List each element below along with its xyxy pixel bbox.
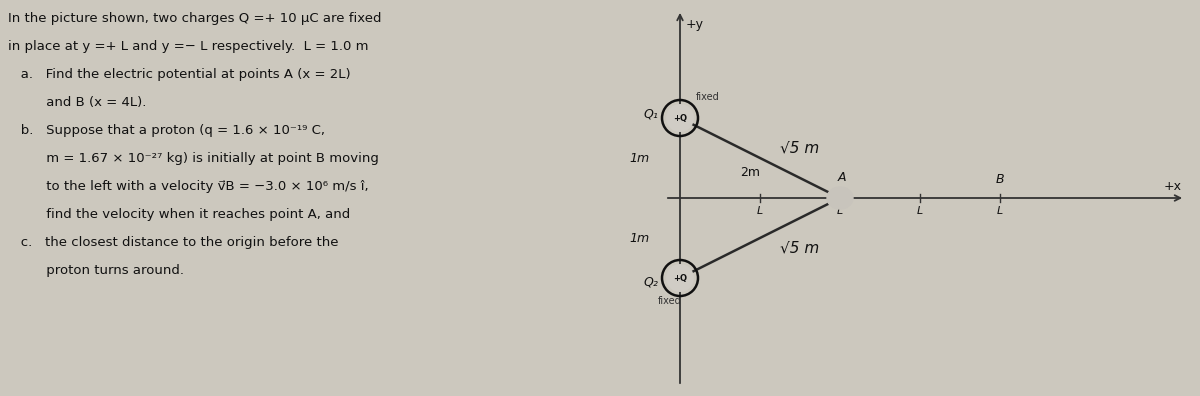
Text: L: L [917, 206, 923, 216]
Text: b.   Suppose that a proton (q = 1.6 × 10⁻¹⁹ C,: b. Suppose that a proton (q = 1.6 × 10⁻¹… [8, 124, 325, 137]
Text: L: L [757, 206, 763, 216]
Text: and B (x = 4L).: and B (x = 4L). [8, 96, 146, 109]
Text: Q₁: Q₁ [643, 107, 658, 120]
Text: L: L [997, 206, 1003, 216]
Text: m = 1.67 × 10⁻²⁷ kg) is initially at point B moving: m = 1.67 × 10⁻²⁷ kg) is initially at poi… [8, 152, 379, 165]
Text: +Q: +Q [673, 114, 686, 122]
Text: In the picture shown, two charges Q =+ 10 μC are fixed: In the picture shown, two charges Q =+ 1… [8, 12, 382, 25]
Ellipse shape [827, 187, 853, 209]
Text: +Q: +Q [673, 274, 686, 282]
Text: A: A [838, 171, 846, 184]
Text: 2m: 2m [740, 166, 760, 179]
Text: proton turns around.: proton turns around. [8, 264, 184, 277]
Text: 1m: 1m [630, 152, 650, 164]
Text: √5 m: √5 m [780, 240, 820, 255]
Text: 1m: 1m [630, 232, 650, 244]
Text: to the left with a velocity v⃗B = −3.0 × 10⁶ m/s î,: to the left with a velocity v⃗B = −3.0 ×… [8, 180, 368, 193]
Text: Q₂: Q₂ [643, 276, 658, 289]
Text: fixed: fixed [658, 296, 682, 306]
Circle shape [666, 104, 694, 132]
Text: +x: +x [1164, 180, 1182, 193]
Text: √5 m: √5 m [780, 141, 820, 156]
Text: L: L [836, 206, 844, 216]
Text: find the velocity when it reaches point A, and: find the velocity when it reaches point … [8, 208, 350, 221]
Text: c.   the closest distance to the origin before the: c. the closest distance to the origin be… [8, 236, 338, 249]
Text: B: B [996, 173, 1004, 186]
Text: +y: +y [686, 18, 704, 31]
Circle shape [666, 264, 694, 292]
Text: fixed: fixed [696, 92, 720, 102]
Text: a.   Find the electric potential at points A (x = 2L): a. Find the electric potential at points… [8, 68, 350, 81]
Text: in place at y =+ L and y =− L respectively.  L = 1.0 m: in place at y =+ L and y =− L respective… [8, 40, 368, 53]
